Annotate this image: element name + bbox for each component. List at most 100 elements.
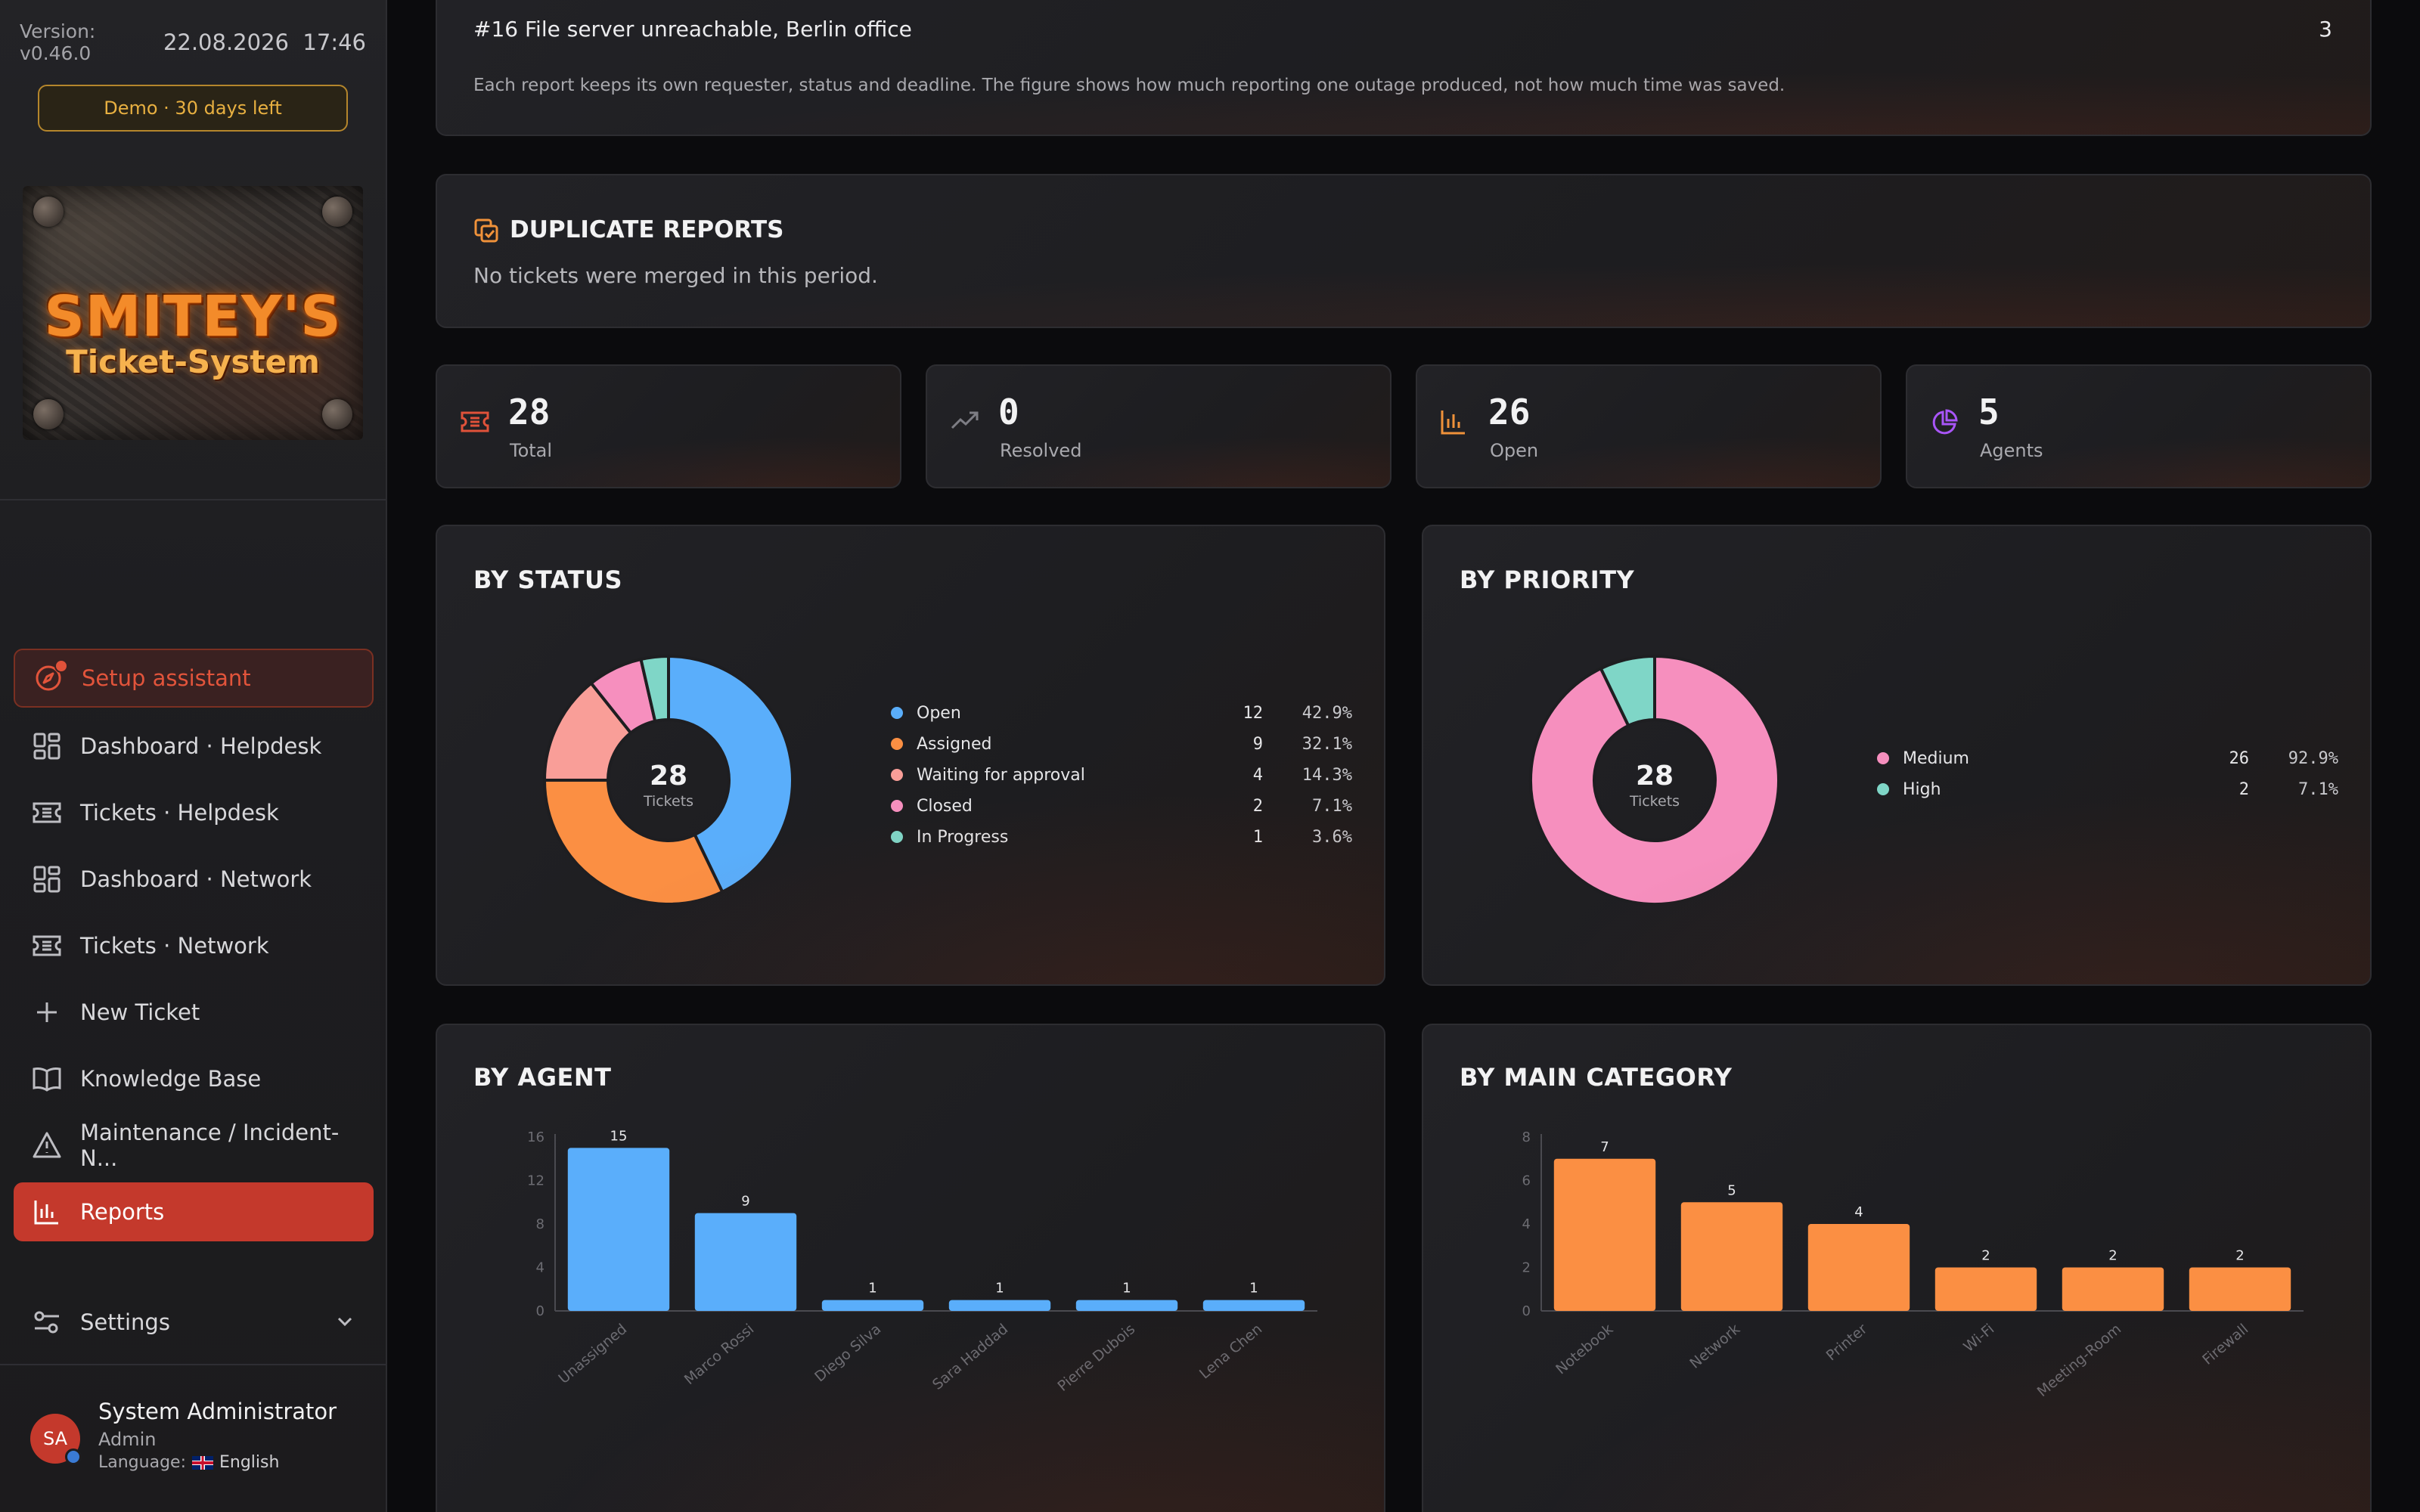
pie-slice-high[interactable] (1599, 654, 1656, 728)
nav-new-ticket[interactable]: New Ticket (14, 983, 374, 1042)
trend-up-icon (950, 408, 980, 435)
language-selector[interactable]: Language: English (98, 1453, 279, 1472)
bar-value-label: 1 (868, 1281, 876, 1297)
setup-assistant-button[interactable]: Setup assistant (14, 649, 374, 708)
category-chart-card: BY MAIN CATEGORY 0 2 4 6 8 7 Notebook 5 Network 4… (1422, 1024, 2372, 1512)
bar-pierre-dubois[interactable] (1075, 1300, 1178, 1311)
legend-dot (891, 707, 903, 719)
nav-dashboard-network[interactable]: Dashboard · Network (14, 850, 374, 909)
bar-lena-chen[interactable] (1202, 1300, 1305, 1311)
donut-center-label: Tickets (1629, 793, 1680, 810)
bar-notebook[interactable] (1553, 1158, 1656, 1311)
bar-sara-haddad[interactable] (948, 1300, 1051, 1311)
nav-knowledge-base[interactable]: Knowledge Base (14, 1049, 374, 1108)
x-tick-label: Unassigned (555, 1321, 630, 1387)
legend-percent: 3.6% (1312, 827, 1352, 847)
pie-slice-assigned[interactable] (542, 779, 724, 906)
x-tick-label: Notebook (1553, 1321, 1616, 1378)
legend-label: Waiting for approval (917, 765, 1085, 785)
y-tick-label: 12 (527, 1173, 544, 1189)
legend-item[interactable]: Medium 26 92.9% (1877, 747, 2338, 770)
language-value: English (219, 1453, 280, 1472)
settings-button[interactable]: Settings (14, 1293, 374, 1352)
nav-label: New Ticket (80, 999, 200, 1025)
bar-value-label: 1 (1122, 1281, 1131, 1297)
nav-label: Tickets · Helpdesk (80, 800, 279, 826)
pie-slice-open[interactable] (667, 654, 794, 894)
legend-label: Closed (917, 796, 973, 816)
legend-percent: 7.1% (1312, 796, 1352, 816)
bar-value-label: 1 (1249, 1281, 1258, 1297)
pie-slice-in-progress[interactable] (639, 654, 670, 723)
chart-title: BY STATUS (473, 565, 622, 594)
nav-maintenance[interactable]: Maintenance / Incident-N... (14, 1116, 374, 1175)
bar-wi-fi[interactable] (1934, 1267, 2037, 1312)
legend-item[interactable]: Open 12 42.9% (891, 702, 1352, 724)
outage-count: 3 (2319, 17, 2332, 42)
nav-tickets-network[interactable]: Tickets · Network (14, 916, 374, 975)
bar-meeting-room[interactable] (2062, 1267, 2164, 1312)
bar-unassigned[interactable] (567, 1148, 670, 1311)
bar-value-label: 2 (2235, 1248, 2244, 1264)
legend-dot (891, 831, 903, 843)
logo-title: SMITEY'S (44, 284, 342, 349)
legend-item[interactable]: In Progress 1 3.6% (891, 826, 1352, 848)
legend-dot (891, 769, 903, 781)
legend-item[interactable]: High 2 7.1% (1877, 778, 2338, 801)
legend-count: 12 (1243, 703, 1264, 723)
nav-dashboard-helpdesk[interactable]: Dashboard · Helpdesk (14, 717, 374, 776)
nav-label: Setup assistant (82, 665, 251, 691)
nav-label: Tickets · Network (80, 933, 269, 959)
kpi-label: Resolved (1000, 440, 1082, 461)
x-tick-label: Wi-Fi (1960, 1321, 1997, 1356)
x-tick-label: Printer (1823, 1321, 1871, 1365)
kpi-label: Total (510, 440, 553, 461)
legend-item[interactable]: Assigned 9 32.1% (891, 733, 1352, 755)
bar-value-label: 4 (1854, 1204, 1863, 1220)
bar-printer[interactable] (1807, 1224, 1910, 1311)
ticket-icon (32, 931, 62, 961)
priority-legend: Medium 26 92.9% High 2 7.1% (1877, 747, 2338, 807)
nav-reports[interactable]: Reports (14, 1182, 374, 1241)
legend-count: 2 (2238, 779, 2249, 799)
kpi-value: 0 (998, 392, 1019, 432)
x-tick-label: Diego Silva (811, 1321, 884, 1386)
language-label: Language: (98, 1453, 186, 1472)
bolt-icon (322, 197, 352, 227)
avatar[interactable]: SA (30, 1414, 82, 1465)
category-bar-chart: 0 2 4 6 8 7 Notebook 5 Network 4 Printer 2 Wi-Fi 2 Mee… (1522, 1129, 2304, 1400)
kpi-value: 5 (1978, 392, 2000, 432)
y-tick-label: 4 (1522, 1216, 1531, 1232)
legend-count: 26 (2229, 748, 2250, 768)
bar-network[interactable] (1680, 1202, 1783, 1311)
bar-firewall[interactable] (2189, 1267, 2291, 1312)
kpi-open: 26 Open (1416, 364, 1882, 488)
bar-value-label: 15 (610, 1128, 628, 1144)
nav-label: Knowledge Base (80, 1066, 262, 1092)
legend-dot (1877, 783, 1889, 795)
legend-label: Assigned (917, 734, 992, 754)
chart-title: BY AGENT (473, 1063, 612, 1092)
user-panel[interactable]: SA System Administrator Admin Language: … (0, 1365, 386, 1512)
kpi-label: Open (1490, 440, 1539, 461)
legend-item[interactable]: Waiting for approval 4 14.3% (891, 764, 1352, 786)
x-tick-label: Pierre Dubois (1054, 1321, 1138, 1395)
bar-diego-silva[interactable] (821, 1300, 924, 1311)
y-tick-label: 16 (527, 1129, 544, 1145)
legend-count: 9 (1252, 734, 1263, 754)
legend-item[interactable]: Closed 2 7.1% (891, 795, 1352, 817)
nav-label: Reports (80, 1199, 165, 1225)
dashboard-icon (32, 731, 62, 761)
chart-icon (32, 1197, 62, 1227)
legend-label: Open (917, 703, 961, 723)
bar-value-label: 2 (1981, 1248, 1990, 1264)
nav-tickets-helpdesk[interactable]: Tickets · Helpdesk (14, 783, 374, 842)
bolt-icon (33, 399, 64, 429)
pie-slice-medium[interactable] (1529, 654, 1780, 906)
bar-marco-rossi[interactable] (694, 1213, 797, 1311)
donut-center-value: 28 (650, 761, 687, 792)
duplicate-reports-card: DUPLICATE REPORTS No tickets were merged… (436, 174, 2372, 328)
notification-dot (54, 659, 68, 673)
bar-value-label: 7 (1600, 1139, 1609, 1155)
y-tick-label: 8 (536, 1216, 544, 1232)
